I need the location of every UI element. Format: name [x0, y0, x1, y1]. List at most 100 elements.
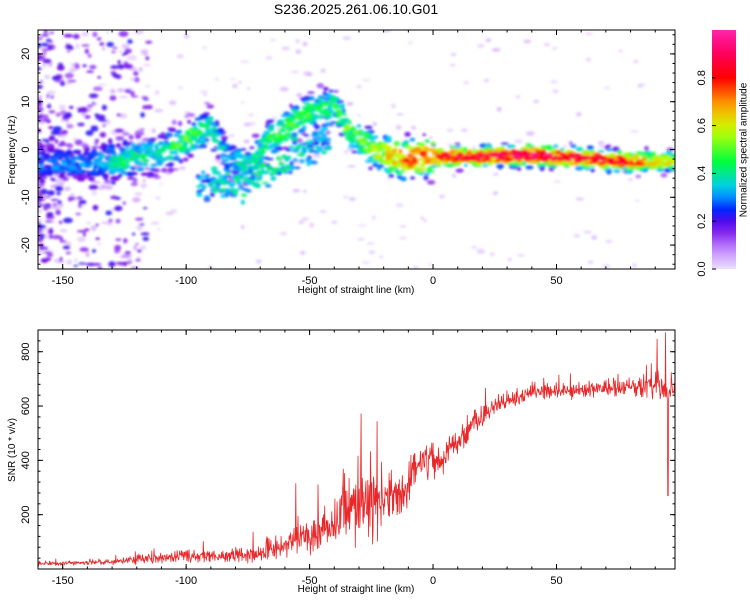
spectrogram-cell [110, 65, 119, 70]
spectrogram-cell [552, 89, 559, 94]
spectrogram-cell [74, 63, 80, 70]
spectrogram-cell [61, 160, 68, 167]
spectrogram-cell [46, 190, 56, 196]
spectrogram-cell [446, 128, 454, 132]
spectrogram-cell [301, 145, 307, 150]
spectrogram-cell [218, 145, 227, 151]
spectrogram-cell [627, 178, 633, 181]
spectrogram-cell [309, 105, 314, 109]
spectrogram-cell [72, 175, 79, 179]
spectrogram-x-tick-label: -50 [302, 275, 318, 287]
spectrogram-cell [81, 159, 90, 162]
spectrogram-cell [347, 119, 352, 125]
spectrogram-cell [149, 163, 156, 167]
spectrogram-cell [128, 156, 136, 161]
spectrogram-cell [46, 172, 53, 177]
spectrogram-cell [456, 151, 464, 158]
spectrogram-cell [292, 188, 301, 193]
spectrogram-cell [46, 252, 54, 258]
spectrogram-cell [65, 251, 72, 255]
spectrogram-cell [277, 119, 285, 124]
spectrogram-cell [137, 249, 142, 253]
spectrogram-cell [156, 228, 161, 231]
spectrogram-cell [129, 152, 139, 156]
spectrogram-cell [88, 184, 99, 190]
spectrogram-cell [88, 164, 93, 168]
spectrogram-cell [94, 138, 100, 143]
spectrogram-cell [357, 224, 367, 227]
spectrogram-cell [124, 251, 131, 255]
spectrogram-cell [55, 112, 61, 117]
spectrogram-cell [647, 163, 653, 166]
spectrogram-cell [142, 98, 150, 101]
spectrogram-cell [118, 161, 128, 167]
spectrogram-cell [532, 154, 537, 159]
spectrogram-cell [342, 113, 347, 117]
spectrogram-cell [424, 159, 431, 165]
spectrogram-cell [136, 167, 145, 172]
spectrogram-cell [306, 161, 311, 167]
spectrogram-cell [368, 250, 376, 255]
spectrogram-cell [220, 153, 225, 160]
snr-panel: -150 -100 -50 0 50 200 400 600 800 Height of st… [7, 329, 676, 595]
spectrogram-cell [280, 232, 287, 235]
spectrogram-cell [306, 147, 314, 150]
spectrogram-cell [203, 195, 210, 201]
spectrogram-cell [233, 178, 241, 182]
spectrogram-cell [353, 129, 358, 134]
spectrogram-cell [194, 117, 203, 121]
spectrogram-cell [157, 134, 162, 139]
spectrogram-cell [454, 142, 461, 146]
spectrogram-cell [79, 247, 89, 252]
spectrogram-cell [376, 166, 382, 171]
spectrogram-cell [130, 142, 137, 148]
spectrogram-cell [40, 34, 50, 37]
spectrogram-cell [187, 119, 191, 124]
spectrogram-cell [379, 255, 384, 258]
spectrogram-cell [85, 262, 96, 267]
spectrogram-cell [91, 190, 98, 196]
spectrogram-cell [114, 244, 122, 251]
spectrogram-cell [251, 154, 259, 158]
spectrogram-cell [568, 141, 573, 145]
spectrogram-cell [39, 204, 44, 207]
spectrogram-cell [439, 156, 444, 162]
spectrogram-cell [406, 163, 415, 169]
spectrogram-cell [210, 132, 216, 138]
spectrogram-cell [62, 245, 71, 250]
spectrogram-cell [319, 210, 327, 213]
spectrogram-cell [48, 44, 53, 51]
spectrogram-cell [133, 244, 138, 251]
snr-x-tick-label: -50 [302, 575, 318, 587]
spectrogram-cell [485, 38, 492, 43]
spectrogram-cell [45, 38, 52, 43]
spectrogram-cell [380, 159, 389, 165]
spectrogram-cell [529, 147, 538, 151]
spectrogram-cell [48, 234, 53, 239]
spectrogram-cell [156, 160, 161, 164]
spectrogram-cell [507, 257, 512, 262]
spectrogram-cell [618, 49, 623, 53]
spectrogram-cell [602, 264, 611, 268]
spectrogram-cell [428, 263, 433, 266]
spectrogram-cell [103, 143, 108, 148]
spectrogram-cell [267, 126, 275, 132]
spectrogram-cell [452, 173, 457, 178]
spectrogram-x-tick-label: 50 [550, 275, 562, 287]
spectrogram-cell [97, 83, 108, 86]
spectrogram-cell [588, 161, 594, 165]
spectrogram-cell [301, 125, 307, 130]
spectrogram-cell [142, 179, 146, 182]
spectrogram-cell [394, 155, 404, 160]
spectrogram-cell [51, 178, 57, 182]
spectrogram-cell [564, 158, 572, 162]
spectrogram-cell [81, 31, 90, 37]
spectrogram-cell [630, 130, 639, 133]
spectrogram-cell [135, 258, 141, 262]
spectrogram-cell [267, 119, 275, 123]
spectrogram-cell [217, 174, 225, 178]
spectrogram-cell [105, 210, 113, 216]
spectrogram-cell [269, 38, 276, 42]
spectrogram-cell [449, 145, 456, 149]
spectrogram-cell [664, 155, 672, 161]
